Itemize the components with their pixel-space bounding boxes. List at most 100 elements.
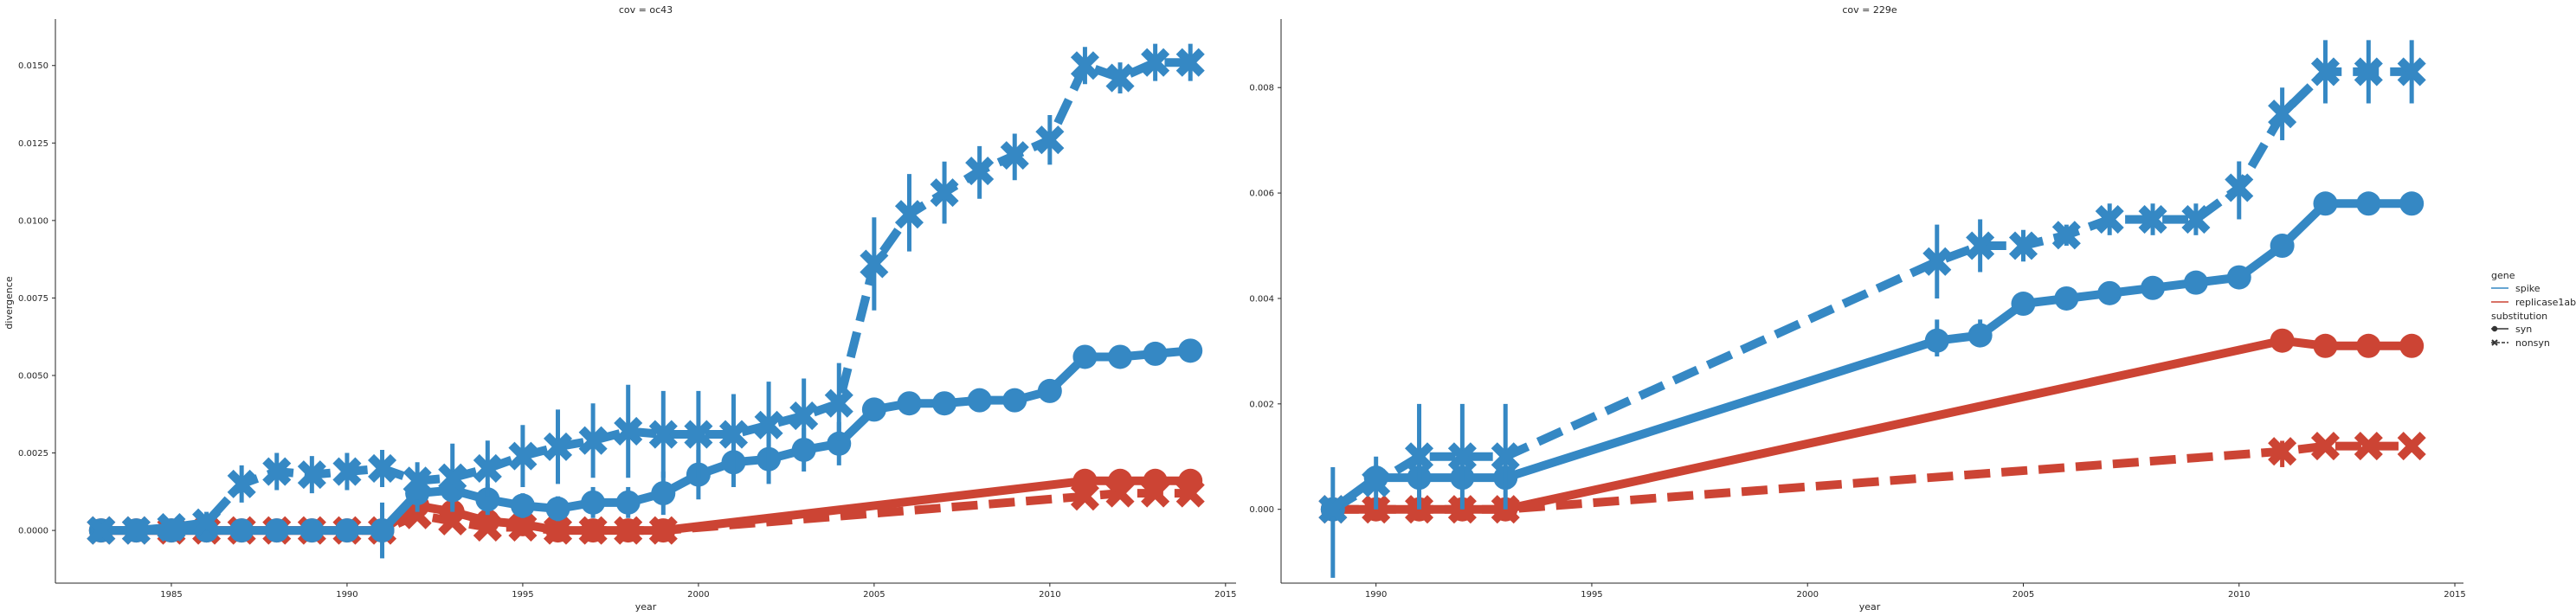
y-tick-label: 0.0075 [18, 294, 48, 304]
data-point [2011, 292, 2036, 317]
data-point [651, 481, 676, 506]
data-point [789, 401, 819, 431]
legend-label-nonsyn: nonsyn [2515, 337, 2550, 349]
y-tick-label: 0.0050 [18, 371, 48, 381]
data-point [438, 463, 467, 492]
series-spike-nonsyn [1318, 40, 2426, 578]
data-point [1000, 141, 1029, 170]
x-tick-label: 2010 [2228, 590, 2250, 600]
data-point [1924, 328, 1949, 353]
data-point [2181, 205, 2211, 234]
x-tick-label: 1985 [160, 590, 182, 600]
y-tick-label: 0.008 [1249, 84, 1274, 93]
data-point [860, 249, 889, 279]
data-point [2397, 57, 2426, 87]
data-point [2051, 221, 2081, 250]
legend-title-gene: gene [2491, 270, 2515, 281]
data-point [615, 490, 641, 515]
panel-title: cov = 229e [1842, 4, 1897, 16]
data-point [1035, 125, 1065, 155]
y-tick-label: 0.0025 [18, 449, 48, 459]
series-line [1330, 67, 2412, 513]
data-point [718, 420, 749, 449]
x-tick-label: 2000 [1796, 590, 1818, 600]
data-point [2225, 173, 2254, 202]
data-point [581, 518, 606, 543]
x-tick-label: 1990 [1365, 590, 1387, 600]
data-point [121, 516, 151, 545]
data-point [2268, 99, 2297, 129]
data-point [475, 509, 500, 534]
facet-panel-229e: cov = 229e year 1990 1995 2000 2005 2010 2015… [1249, 4, 2465, 613]
data-point [543, 432, 573, 461]
x-tick-label: 2005 [863, 590, 885, 600]
x-tick-label: 2005 [2012, 590, 2034, 600]
data-point [1143, 341, 1168, 366]
x-tick-label: 2000 [687, 590, 709, 600]
data-point [1967, 323, 1993, 348]
series-line [100, 58, 1191, 536]
data-point [370, 518, 395, 543]
data-point [1108, 468, 1133, 493]
data-point [2183, 270, 2208, 295]
data-point [1404, 442, 1434, 472]
data-point [510, 493, 535, 518]
data-point [402, 466, 432, 496]
data-point [229, 518, 254, 543]
y-tick-label: 0.0150 [18, 61, 48, 71]
data-point [262, 457, 292, 486]
data-point [2399, 333, 2425, 358]
data-point [2356, 333, 2381, 358]
facet-panel-oc43: cov = oc43 year divergence 1985 1990 1995 2… [3, 4, 1237, 613]
data-point [1178, 468, 1203, 493]
data-point [2054, 286, 2079, 311]
data-point [894, 200, 924, 229]
data-point [2399, 191, 2425, 216]
legend: gene spike replicase1ab substitution syn… [2491, 270, 2576, 349]
x-tick-label: 2015 [1214, 590, 1236, 600]
data-point [2095, 205, 2124, 234]
data-point [1318, 495, 1348, 524]
data-point [1072, 344, 1098, 369]
data-point [264, 518, 289, 543]
data-point [2310, 57, 2341, 87]
data-point [2138, 205, 2167, 234]
y-tick-label: 0.004 [1249, 294, 1274, 304]
data-point [1141, 48, 1170, 77]
data-point [1362, 468, 1391, 497]
data-point [508, 441, 538, 471]
data-point [157, 512, 186, 542]
data-point [1002, 388, 1027, 413]
data-point [545, 518, 570, 543]
data-point [614, 416, 643, 446]
legend-title-substitution: substitution [2491, 311, 2547, 322]
legend-marker-syn [2491, 325, 2498, 332]
x-tick-label: 1990 [336, 590, 357, 600]
data-point [1491, 442, 1520, 472]
data-point [2268, 437, 2297, 466]
data-point [965, 157, 995, 186]
data-point [615, 518, 641, 543]
data-point [648, 420, 678, 449]
data-point [2226, 265, 2251, 290]
data-point [2097, 280, 2122, 305]
data-point [2354, 432, 2383, 461]
data-point [334, 518, 359, 543]
x-axis-label: year [1859, 601, 1881, 613]
y-tick-label: 0.0100 [18, 216, 48, 226]
data-point [475, 487, 500, 512]
data-point [2397, 432, 2426, 461]
y-tick-label: 0.0125 [18, 139, 48, 149]
data-point [651, 518, 676, 543]
legend-label-replicase1ab: replicase1ab [2515, 297, 2576, 308]
data-point [1966, 231, 1995, 260]
series-spike-nonsyn [87, 43, 1205, 545]
data-point [1143, 468, 1168, 493]
legend-marker-nonsyn [2491, 339, 2498, 346]
data-point [368, 453, 397, 483]
x-tick-label: 1995 [512, 590, 533, 600]
data-point [473, 453, 502, 483]
data-point [192, 508, 222, 537]
data-point [1070, 51, 1099, 80]
data-point [2008, 231, 2038, 260]
